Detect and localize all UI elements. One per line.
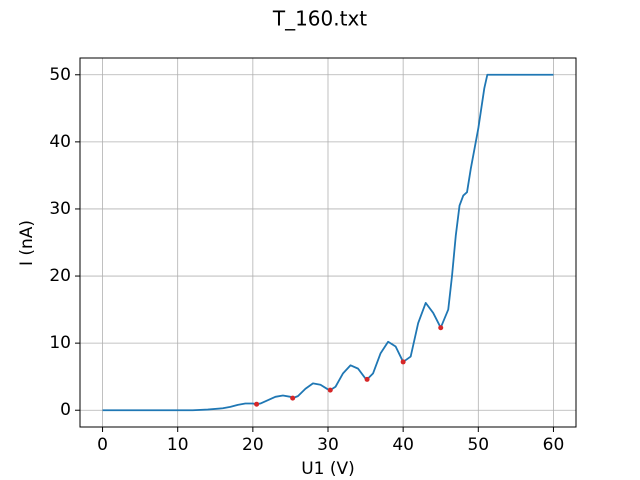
minimum-point: [364, 376, 370, 382]
minimum-point: [254, 401, 260, 407]
x-tick-label: 50: [467, 435, 489, 455]
y-tick-label: 40: [49, 132, 71, 152]
y-tick-label: 20: [49, 266, 71, 286]
y-tick-label: 30: [49, 199, 71, 219]
data-line: [102, 73, 554, 412]
x-tick-label: 30: [317, 435, 339, 455]
plot-frame: [79, 57, 577, 428]
y-tick-label: 50: [49, 65, 71, 85]
minimum-point: [290, 395, 296, 401]
y-tick-label: 0: [60, 400, 71, 420]
x-tick-label: 40: [392, 435, 414, 455]
x-tick-label: 0: [97, 435, 108, 455]
x-tick-label: 20: [242, 435, 264, 455]
x-axis-label: U1 (V): [301, 459, 355, 479]
minimum-point: [400, 359, 406, 365]
minimum-point: [327, 387, 333, 393]
y-axis-label: I (nA): [17, 220, 37, 266]
chart-title: T_160.txt: [272, 7, 367, 31]
y-tick-label: 10: [49, 333, 71, 353]
x-tick-label: 60: [543, 435, 565, 455]
x-tick-label: 10: [167, 435, 189, 455]
minimum-point: [438, 325, 444, 331]
